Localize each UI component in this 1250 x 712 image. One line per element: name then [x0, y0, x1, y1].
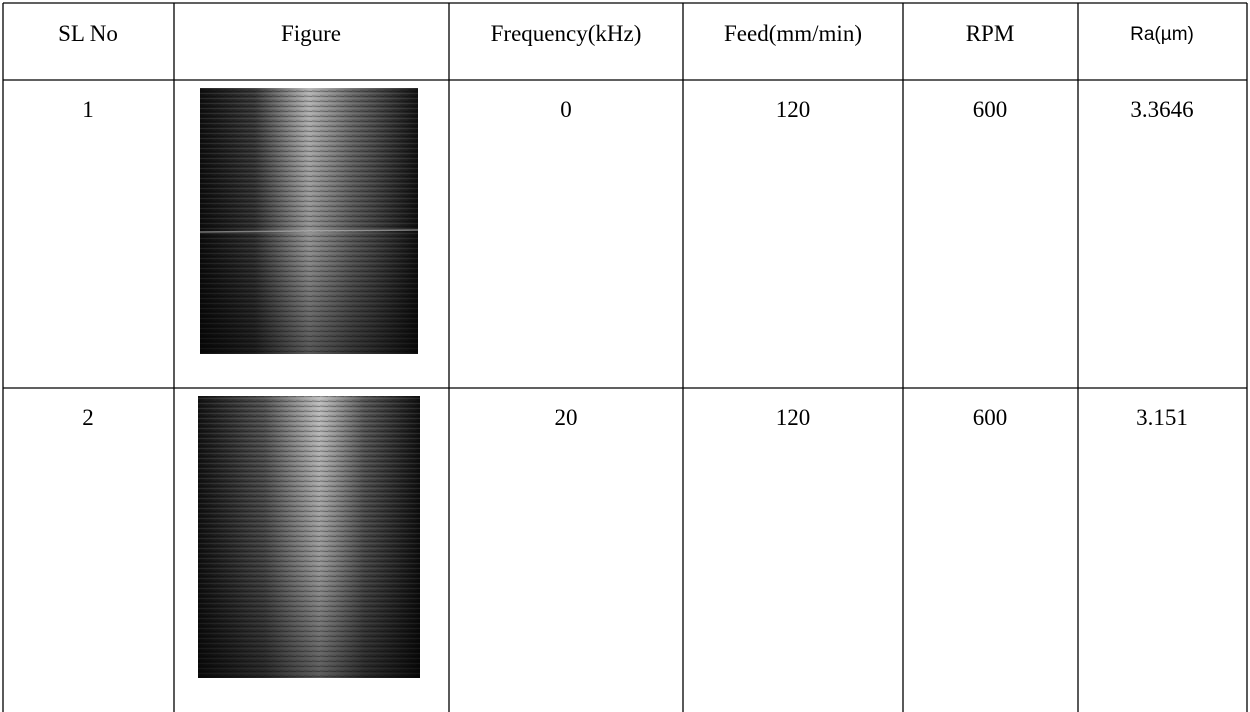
header-cell: Ra(µm)	[1130, 24, 1194, 45]
cell: 20	[555, 405, 578, 430]
cell: 600	[973, 97, 1008, 122]
surface-image	[198, 396, 420, 678]
header-cell: Frequency(kHz)	[491, 21, 642, 46]
cell: 3.3646	[1130, 97, 1193, 122]
table-borders	[3, 3, 1247, 712]
cell: 120	[776, 97, 811, 122]
cell: 3.151	[1136, 405, 1188, 430]
header-cell: Figure	[281, 21, 341, 46]
cell: 120	[776, 405, 811, 430]
header-cell: SL No	[58, 21, 118, 46]
cell: 1	[82, 97, 94, 122]
cell: 2	[82, 405, 94, 430]
table-page: SL No Figure Frequency(kHz) Feed(mm/min)…	[0, 0, 1250, 712]
header-cell: Feed(mm/min)	[724, 21, 862, 46]
surface-image	[200, 88, 418, 354]
cell: 600	[973, 405, 1008, 430]
header-cell: RPM	[966, 21, 1015, 46]
cell: 0	[560, 97, 572, 122]
